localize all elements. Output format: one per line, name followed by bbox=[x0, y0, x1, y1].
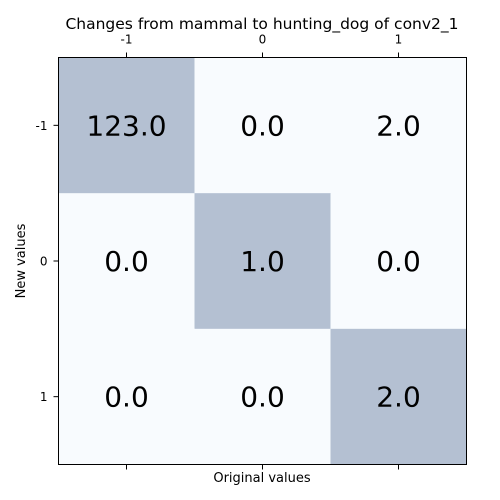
heatmap-cell-r0-c1 bbox=[194, 57, 331, 194]
y-tick-label: 1 bbox=[40, 390, 48, 404]
heatmap-cell-r2-c0 bbox=[58, 328, 195, 465]
x-tick-label: 0 bbox=[259, 33, 267, 47]
cell-value-label: 2.0 bbox=[376, 109, 421, 142]
heatmap-cell-r0-c2 bbox=[330, 57, 467, 194]
heatmap-cell-r1-c2 bbox=[330, 193, 467, 330]
y-axis-ticks: -1 0 1 bbox=[36, 119, 59, 404]
x-tick-label: 1 bbox=[395, 33, 403, 47]
cell-value-label: 0.0 bbox=[240, 381, 285, 414]
x-tick-label: -1 bbox=[121, 33, 133, 47]
cell-value-label: 0.0 bbox=[104, 381, 149, 414]
y-tick-label: 0 bbox=[40, 255, 48, 269]
heatmap-cell-r0-c0 bbox=[58, 57, 195, 194]
heatmap-cell-r1-c0 bbox=[58, 193, 195, 330]
cell-value-label: 0.0 bbox=[376, 245, 421, 278]
chart-title: Changes from mammal to hunting_dog of co… bbox=[65, 15, 458, 34]
heatmap-cell-r2-c2 bbox=[330, 328, 467, 465]
cell-value-label: 2.0 bbox=[376, 381, 421, 414]
heatmap-cell-r2-c1 bbox=[194, 328, 331, 465]
heatmap-cells: 123.0 0.0 2.0 0.0 1.0 0.0 0.0 0.0 2.0 bbox=[58, 57, 467, 465]
cell-value-label: 123.0 bbox=[86, 109, 166, 142]
heatmap-cell-r1-c1 bbox=[194, 193, 331, 330]
y-tick-label: -1 bbox=[36, 119, 48, 133]
cell-value-label: 0.0 bbox=[104, 245, 149, 278]
cell-value-label: 1.0 bbox=[240, 245, 285, 278]
x-axis-label: Original values bbox=[213, 471, 311, 486]
y-axis-label: New values bbox=[14, 223, 29, 298]
x-axis-bottom-ticks bbox=[126, 464, 399, 470]
cell-value-label: 0.0 bbox=[240, 109, 285, 142]
x-axis-top-ticks: -1 0 1 bbox=[121, 33, 403, 58]
